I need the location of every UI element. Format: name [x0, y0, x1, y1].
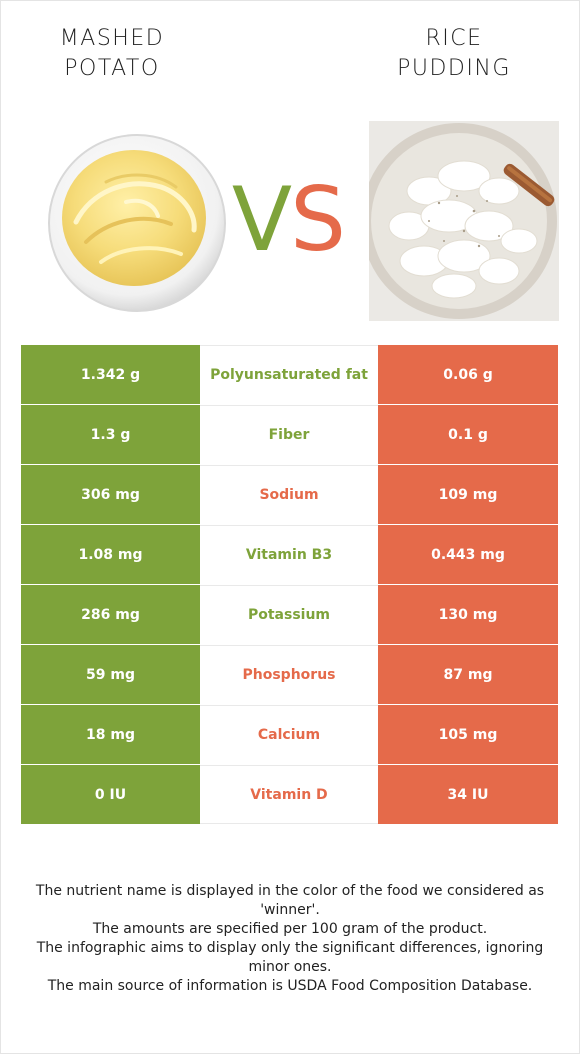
right-value-cell: 105 mg: [378, 705, 558, 764]
footnote-3: The infographic aims to display only the…: [36, 940, 544, 975]
left-value-cell: 18 mg: [21, 705, 200, 764]
left-value-cell: 59 mg: [21, 645, 200, 704]
left-value-cell: 286 mg: [21, 585, 200, 644]
vs-label: V S: [232, 170, 346, 260]
rice-pudding-image: [369, 121, 559, 321]
footnotes: The nutrient name is displayed in the co…: [20, 882, 560, 996]
table-row: 1.342 g Polyunsaturated fat 0.06 g: [21, 344, 558, 405]
nutrient-name-cell: Polyunsaturated fat: [200, 345, 378, 404]
left-food-title: MASHED POTATO: [2, 24, 222, 84]
footnote-4: The main source of information is USDA F…: [47, 978, 533, 994]
table-row: 1.3 g Fiber 0.1 g: [21, 405, 558, 465]
footnote-1: The nutrient name is displayed in the co…: [35, 883, 545, 918]
table-row: 286 mg Potassium 130 mg: [21, 585, 558, 645]
comparison-table: 1.342 g Polyunsaturated fat 0.06 g 1.3 g Fib…: [21, 344, 558, 825]
right-value-cell: 0.1 g: [378, 405, 558, 464]
right-value-cell: 87 mg: [378, 645, 558, 704]
nutrient-name-cell: Sodium: [200, 465, 378, 524]
right-food-title-line1: RICE: [425, 26, 483, 51]
right-value-cell: 0.443 mg: [378, 525, 558, 584]
table-row: 1.08 mg Vitamin B3 0.443 mg: [21, 525, 558, 585]
mashed-potato-image: [48, 134, 226, 312]
footnote-2: The amounts are specified per 100 gram o…: [92, 921, 488, 937]
right-value-cell: 0.06 g: [378, 345, 558, 404]
table-row: 59 mg Phosphorus 87 mg: [21, 645, 558, 705]
left-value-cell: 0 IU: [21, 765, 200, 824]
left-value-cell: 1.342 g: [21, 345, 200, 404]
table-row: 18 mg Calcium 105 mg: [21, 705, 558, 765]
nutrient-name-cell: Vitamin D: [200, 765, 378, 824]
nutrient-name-cell: Phosphorus: [200, 645, 378, 704]
left-food-title-line2: POTATO: [64, 56, 160, 81]
vs-s-letter: S: [290, 170, 346, 260]
left-value-cell: 1.3 g: [21, 405, 200, 464]
right-value-cell: 34 IU: [378, 765, 558, 824]
nutrient-name-cell: Fiber: [200, 405, 378, 464]
vs-v-letter: V: [232, 170, 292, 260]
nutrient-name-cell: Vitamin B3: [200, 525, 378, 584]
nutrient-name-cell: Potassium: [200, 585, 378, 644]
left-value-cell: 306 mg: [21, 465, 200, 524]
right-value-cell: 130 mg: [378, 585, 558, 644]
table-row: 306 mg Sodium 109 mg: [21, 465, 558, 525]
table-row: 0 IU Vitamin D 34 IU: [21, 765, 558, 825]
left-value-cell: 1.08 mg: [21, 525, 200, 584]
right-value-cell: 109 mg: [378, 465, 558, 524]
right-food-title: RICE PUDDING: [344, 24, 564, 84]
nutrient-name-cell: Calcium: [200, 705, 378, 764]
right-food-title-line2: PUDDING: [397, 56, 511, 81]
left-food-title-line1: MASHED: [59, 26, 165, 51]
